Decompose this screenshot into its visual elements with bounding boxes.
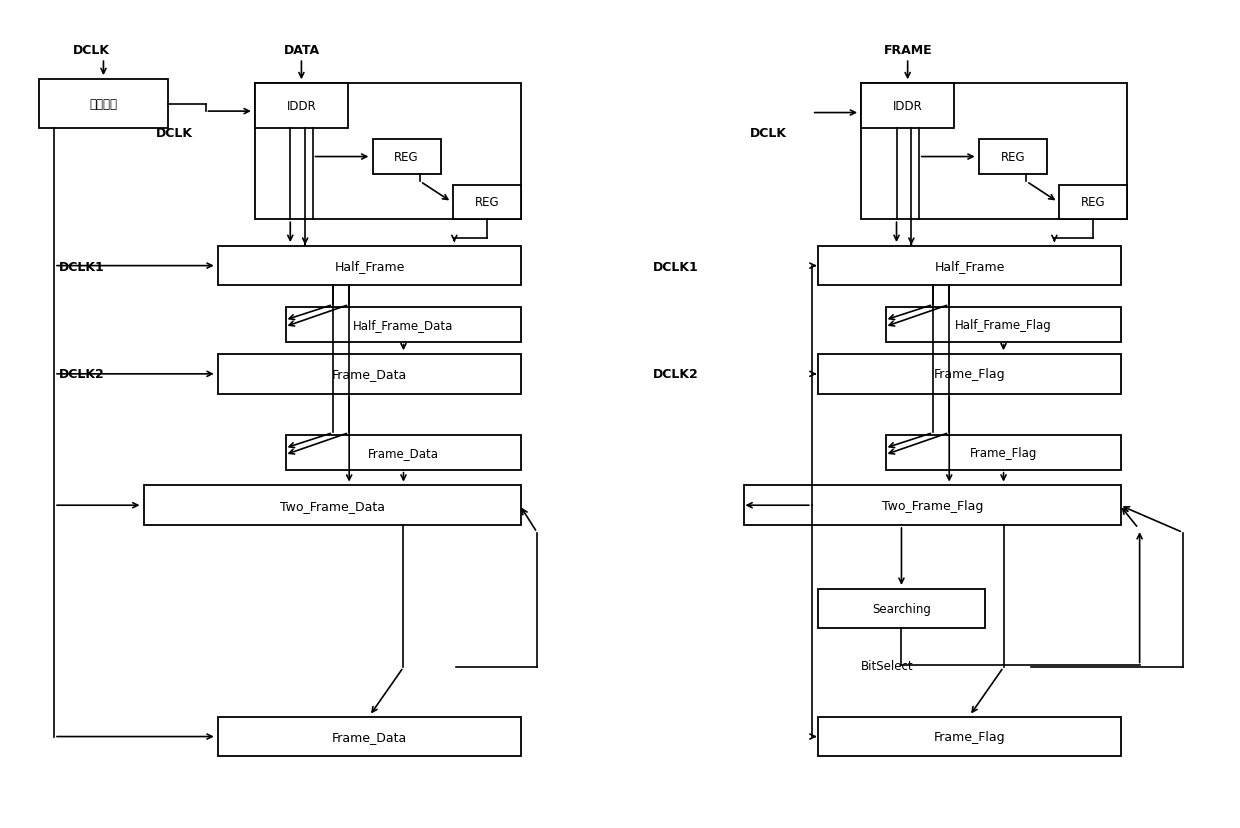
Text: REG: REG	[1081, 196, 1106, 209]
Bar	[1059, 185, 1127, 220]
Text: Searching: Searching	[872, 602, 931, 615]
Bar	[372, 140, 440, 175]
Text: DCLK1: DCLK1	[652, 261, 698, 273]
Text: IDDR: IDDR	[893, 100, 923, 113]
Text: DCLK: DCLK	[73, 45, 110, 57]
Bar	[818, 247, 1121, 286]
Text: DATA: DATA	[284, 45, 320, 57]
Bar	[255, 84, 347, 129]
Bar	[978, 140, 1047, 175]
Text: FRAME: FRAME	[884, 45, 932, 57]
Bar	[255, 84, 521, 220]
Text: DCLK2: DCLK2	[652, 368, 698, 381]
Bar	[862, 84, 1127, 220]
Text: Two_Frame_Data: Two_Frame_Data	[280, 499, 384, 512]
Text: DCLK: DCLK	[156, 127, 193, 140]
Text: IDDR: IDDR	[286, 100, 316, 113]
Bar	[218, 354, 521, 394]
Bar	[887, 436, 1121, 470]
Text: Frame_Flag: Frame_Flag	[934, 368, 1006, 381]
Bar	[286, 307, 521, 342]
Bar	[38, 79, 169, 129]
Bar	[144, 486, 521, 526]
Text: REG: REG	[1001, 151, 1025, 164]
Bar	[862, 84, 954, 129]
Bar	[286, 436, 521, 470]
Text: DCLK1: DCLK1	[60, 261, 104, 273]
Text: Frame_Flag: Frame_Flag	[934, 730, 1006, 744]
Text: DCLK: DCLK	[750, 127, 787, 140]
Bar	[744, 486, 1121, 526]
Text: Frame_Data: Frame_Data	[332, 730, 407, 744]
Bar	[887, 307, 1121, 342]
Text: REG: REG	[394, 151, 419, 164]
Text: Frame_Data: Frame_Data	[332, 368, 407, 381]
Text: Frame_Data: Frame_Data	[368, 446, 439, 460]
Bar	[453, 185, 521, 220]
Text: REG: REG	[475, 196, 500, 209]
Bar	[818, 354, 1121, 394]
Bar	[818, 717, 1121, 757]
Text: Half_Frame: Half_Frame	[335, 260, 404, 272]
Bar	[218, 717, 521, 757]
Text: 时钟管理: 时钟管理	[89, 98, 118, 111]
Text: DCLK2: DCLK2	[60, 368, 104, 381]
Text: BitSelect: BitSelect	[861, 659, 914, 672]
Bar	[818, 589, 985, 628]
Text: Half_Frame_Data: Half_Frame_Data	[353, 319, 454, 331]
Text: Two_Frame_Flag: Two_Frame_Flag	[882, 499, 983, 512]
Text: Half_Frame: Half_Frame	[934, 260, 1004, 272]
Bar	[218, 247, 521, 286]
Text: Half_Frame_Flag: Half_Frame_Flag	[955, 319, 1052, 331]
Text: Frame_Flag: Frame_Flag	[970, 446, 1037, 460]
